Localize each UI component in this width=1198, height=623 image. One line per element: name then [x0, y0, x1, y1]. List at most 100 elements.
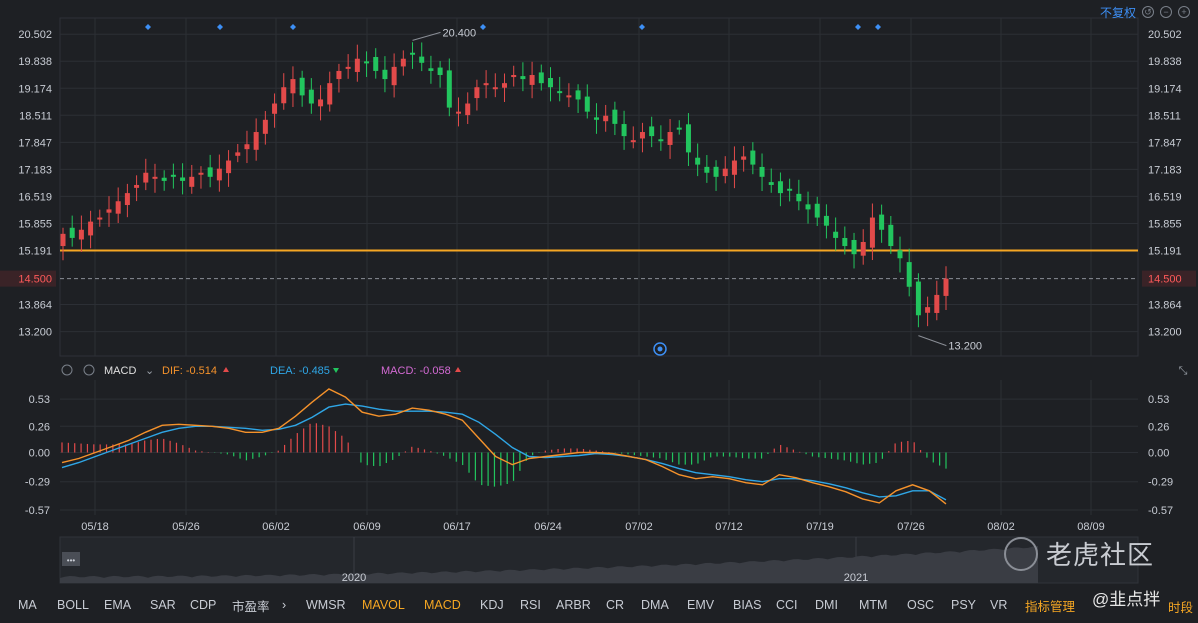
tab-3[interactable]: SAR	[150, 598, 176, 612]
price-tick-right: 19.838	[1148, 56, 1182, 68]
candle-body	[658, 139, 664, 142]
event-marker	[480, 24, 486, 30]
date-label: 06/09	[353, 521, 381, 533]
date-label: 08/09	[1077, 521, 1105, 533]
settings-icon	[61, 364, 73, 376]
tab-18[interactable]: DMI	[815, 598, 838, 612]
tab-17[interactable]: CCI	[776, 598, 798, 612]
candle-body	[557, 91, 563, 94]
candle-body	[198, 172, 204, 175]
tab-2[interactable]: EMA	[104, 598, 132, 612]
candle-body	[695, 157, 701, 165]
macd-tick-right: -0.29	[1148, 477, 1173, 489]
candle-body	[345, 66, 351, 69]
candle-body	[143, 172, 149, 183]
tab-8[interactable]: MAVOL	[362, 598, 405, 612]
tab-11[interactable]: RSI	[520, 598, 541, 612]
macd-tick-right: 0.00	[1148, 448, 1169, 460]
price-tick-left: 13.864	[18, 300, 52, 312]
candle-body	[161, 177, 167, 181]
tab-6[interactable]: ›	[282, 598, 287, 612]
watermark-handle: @韭点拌	[1092, 590, 1161, 609]
candle-body	[943, 278, 949, 296]
candle-body	[124, 193, 130, 206]
tab-12[interactable]: ARBR	[556, 598, 591, 612]
candle-body	[281, 87, 287, 104]
macd-tick-left: 0.26	[29, 421, 50, 433]
candle-body	[483, 83, 489, 86]
tab-session[interactable]: 时段	[1168, 601, 1194, 615]
tab-19[interactable]: MTM	[859, 598, 888, 612]
price-tick-left: 17.183	[18, 164, 52, 176]
low-pointer	[918, 335, 947, 347]
price-tick-left: 15.855	[18, 218, 52, 230]
chart-toolbar: 不复权 ↺ − +	[1100, 4, 1190, 20]
tab-22[interactable]: VR	[990, 598, 1008, 612]
high-pointer	[412, 31, 441, 41]
candle-body	[897, 250, 903, 259]
price-tick-left: 19.174	[18, 83, 52, 95]
macd-title: MACD	[104, 365, 136, 377]
candle-body	[373, 56, 379, 71]
tiger-logo-icon	[1004, 536, 1038, 571]
date-label: 05/26	[172, 521, 200, 533]
candle-body	[685, 124, 691, 153]
candle-body	[428, 68, 434, 71]
candle-body	[170, 174, 176, 177]
navigator-handle	[62, 552, 80, 566]
tab-10[interactable]: KDJ	[480, 598, 504, 612]
macd-tick-left: 0.53	[29, 394, 50, 406]
candle-body	[253, 132, 259, 150]
fuquan-toggle[interactable]: 不复权	[1099, 5, 1136, 20]
date-label: 06/17	[443, 521, 471, 533]
candle-body	[547, 77, 553, 88]
candle-body	[391, 66, 397, 86]
watermark-brand: 老虎社区	[1046, 540, 1155, 570]
tab-15[interactable]: EMV	[687, 598, 715, 612]
candle-body	[97, 217, 103, 220]
tab-9[interactable]: MACD	[424, 598, 461, 612]
tab-20[interactable]: OSC	[907, 598, 935, 612]
tab-1[interactable]: BOLL	[57, 598, 89, 612]
macd-up-icon	[455, 367, 461, 372]
tab-14[interactable]: DMA	[641, 598, 669, 612]
tab-21[interactable]: PSY	[951, 598, 977, 612]
zoom-out-icon[interactable]: −	[1160, 6, 1172, 18]
candle-body	[888, 224, 894, 247]
indicator-manage-button[interactable]: 指标管理	[1025, 599, 1076, 614]
candle-body	[593, 117, 599, 120]
price-tick-left: 17.847	[18, 137, 52, 149]
candle-body	[612, 109, 618, 124]
tab-5[interactable]: 市盈率	[232, 599, 270, 614]
candle-body	[492, 87, 498, 90]
price-tick-left: 19.838	[18, 56, 52, 68]
dif-up-icon	[223, 367, 229, 372]
candle-body	[272, 103, 278, 114]
candle-body	[180, 177, 186, 181]
candle-body	[925, 307, 931, 313]
undo-icon[interactable]: ↺	[1142, 6, 1154, 18]
tab-0[interactable]: MA	[18, 598, 37, 612]
tab-16[interactable]: BIAS	[733, 598, 762, 612]
tab-13[interactable]: CR	[606, 598, 625, 612]
candle-body	[446, 70, 452, 108]
tab-4[interactable]: CDP	[190, 598, 217, 612]
candle-body	[520, 76, 526, 80]
tab-7[interactable]: WMSR	[306, 598, 346, 612]
price-tick-right: 17.847	[1148, 137, 1182, 149]
current-price-tag-left	[0, 270, 56, 287]
candle-body	[676, 127, 682, 130]
price-tick-right: 18.511	[1148, 110, 1181, 122]
candle-body	[842, 237, 848, 247]
candle-body	[529, 75, 535, 85]
candle-body	[869, 217, 875, 248]
event-marker	[855, 24, 861, 30]
zoom-in-icon[interactable]: +	[1178, 6, 1190, 18]
candle-body	[667, 132, 673, 145]
candle-body	[777, 181, 783, 194]
candle-body	[584, 96, 590, 112]
candle-body	[621, 124, 627, 137]
close-icon	[83, 364, 95, 376]
candle-body	[768, 182, 774, 185]
